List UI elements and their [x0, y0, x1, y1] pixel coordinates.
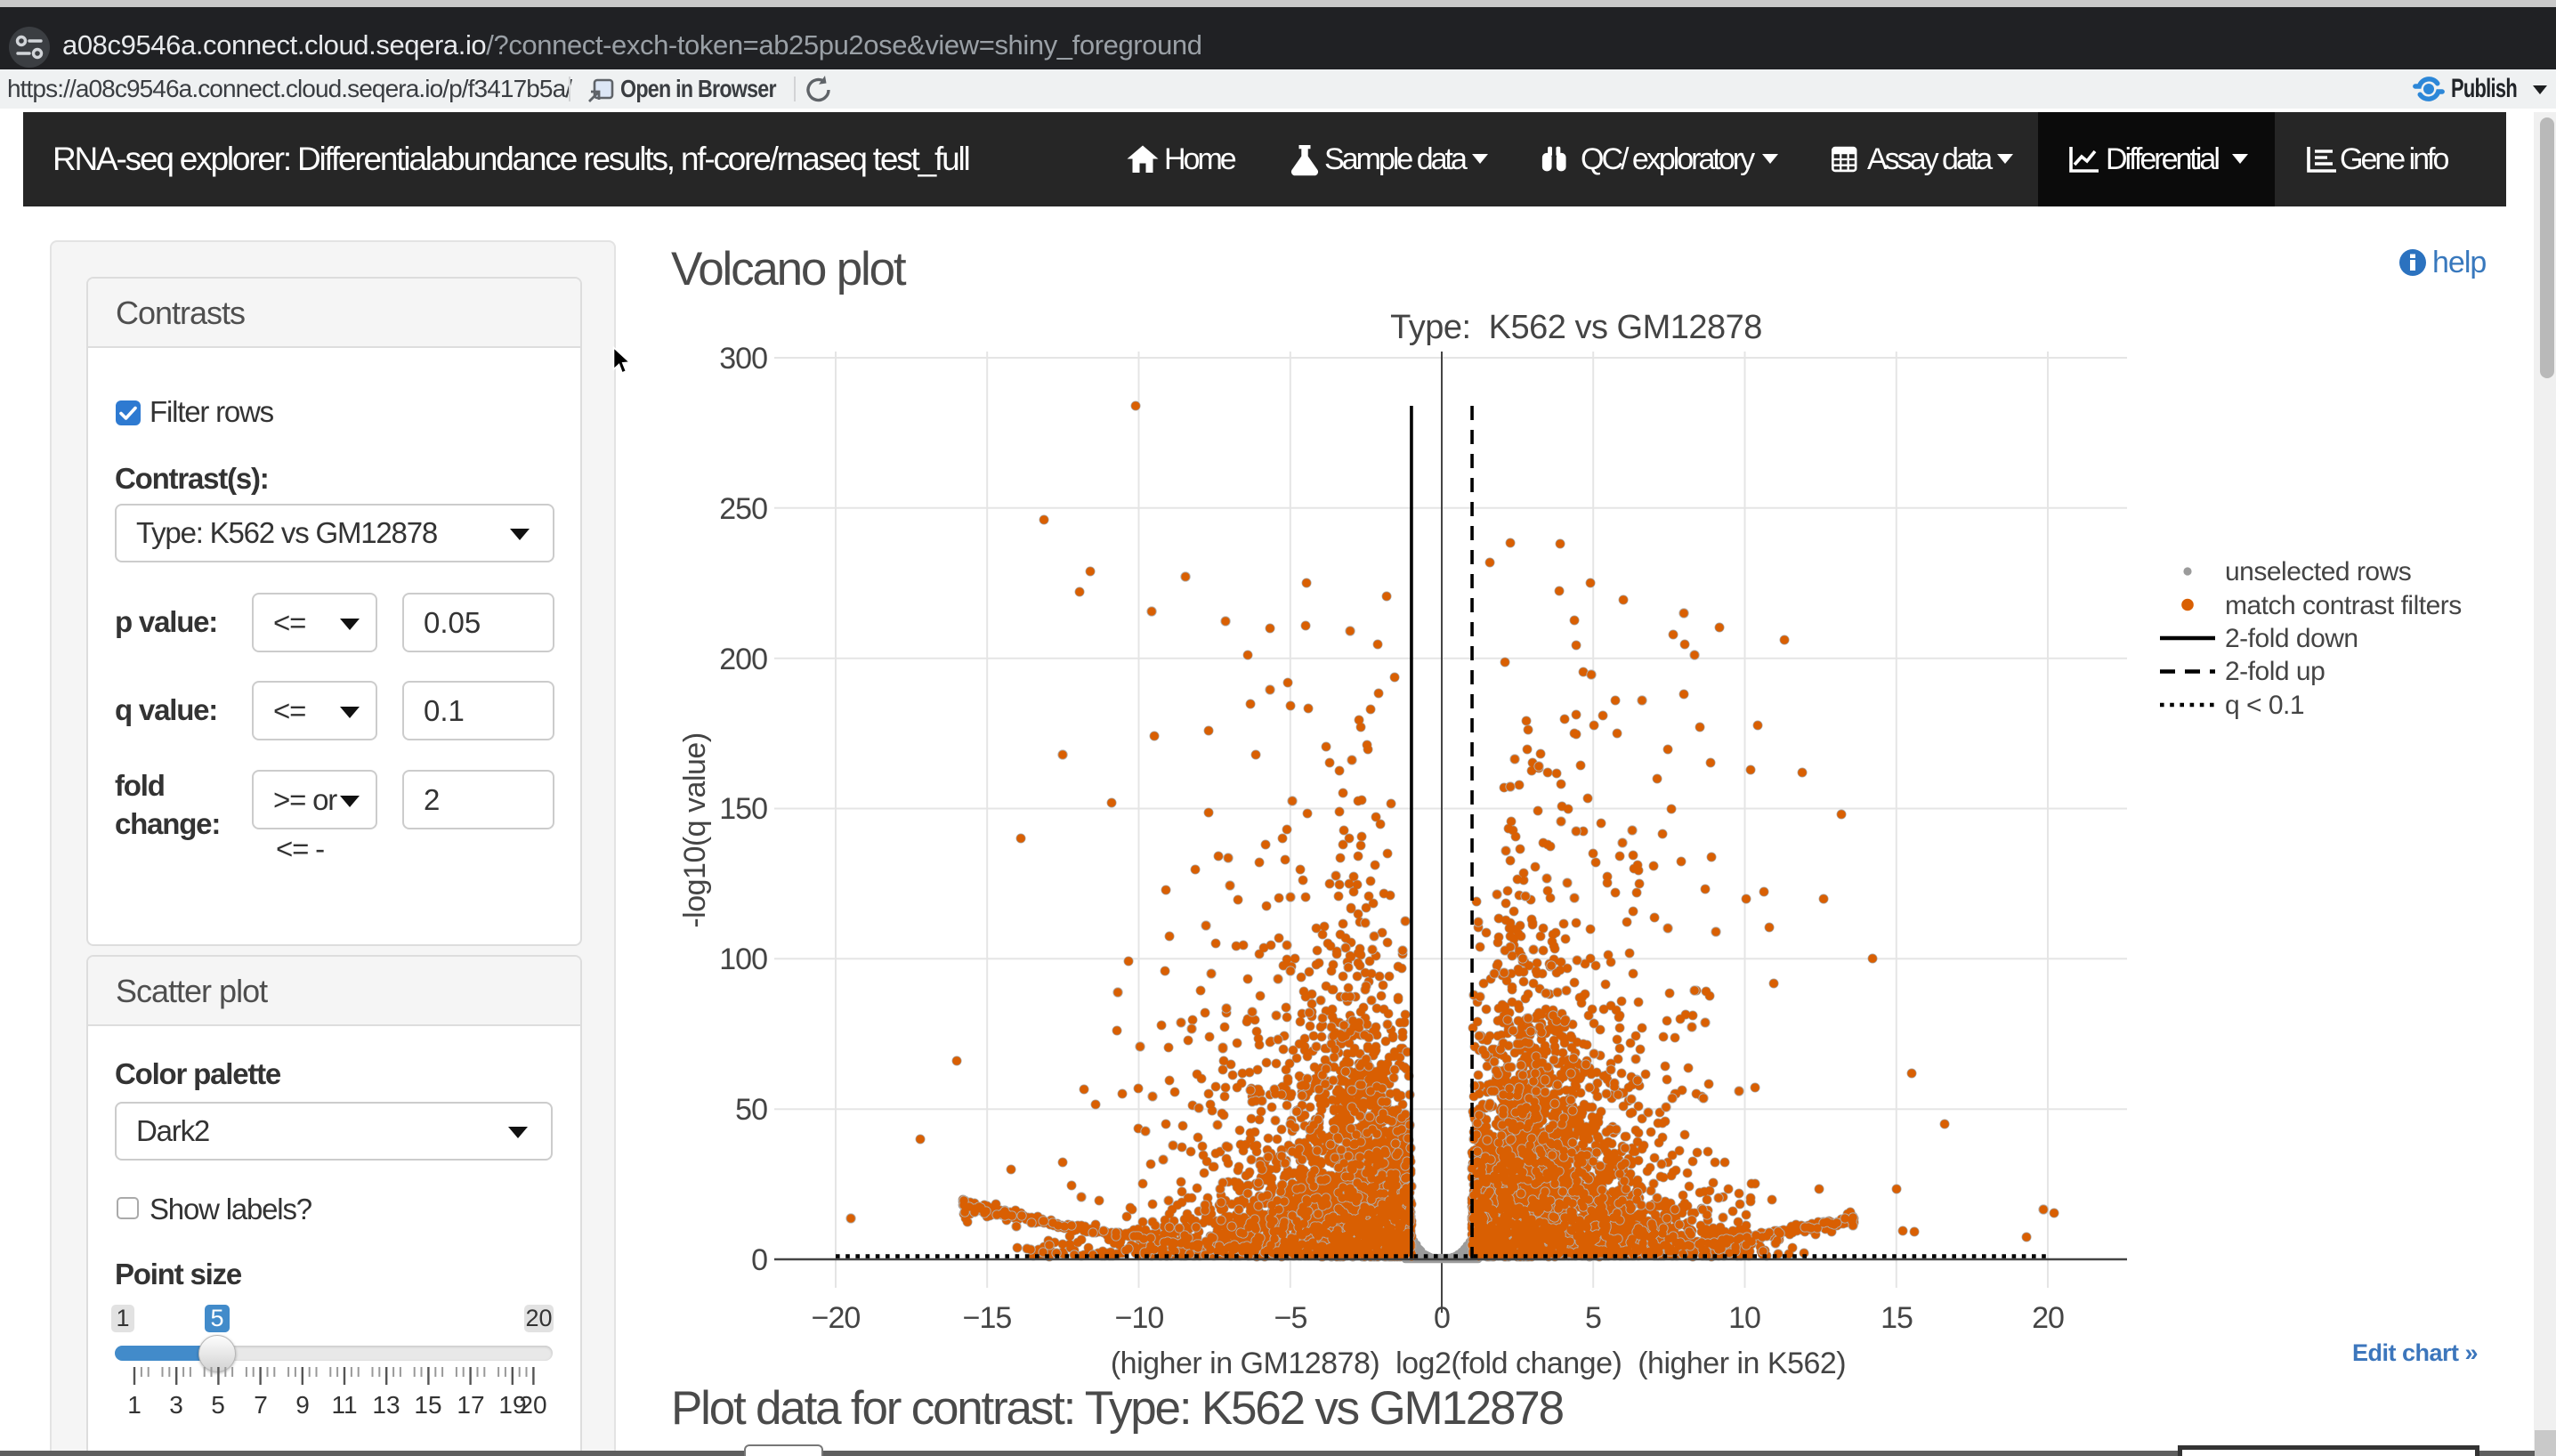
svg-text:q < 0.1: q < 0.1	[2225, 691, 2304, 720]
svg-text:200: 200	[719, 643, 767, 676]
svg-text:300: 300	[719, 342, 767, 376]
svg-text:13: 13	[372, 1391, 400, 1419]
svg-text:−20: −20	[812, 1301, 861, 1335]
svg-text:15: 15	[414, 1391, 441, 1419]
svg-text:−15: −15	[963, 1301, 1012, 1335]
svg-text:3: 3	[169, 1391, 183, 1419]
svg-text:(higher in GM12878) log2(fold: (higher in GM12878) log2(fold change) (h…	[1111, 1347, 1846, 1380]
svg-text:7: 7	[254, 1391, 268, 1419]
svg-text:11: 11	[331, 1391, 357, 1419]
svg-text:-log10(q value): -log10(q value)	[678, 732, 712, 927]
svg-text:−10: −10	[1115, 1301, 1164, 1335]
svg-text:Type: K562 vs GM12878: Type: K562 vs GM12878	[1390, 309, 1762, 346]
svg-text:5: 5	[211, 1391, 225, 1419]
svg-text:0: 0	[751, 1243, 767, 1277]
svg-text:9: 9	[295, 1391, 310, 1419]
svg-text:20: 20	[519, 1391, 546, 1419]
svg-text:0: 0	[1434, 1301, 1450, 1335]
svg-text:100: 100	[719, 942, 767, 976]
svg-text:250: 250	[719, 492, 767, 526]
svg-text:5: 5	[1585, 1301, 1601, 1335]
svg-text:1: 1	[127, 1391, 142, 1419]
svg-text:50: 50	[735, 1093, 767, 1127]
svg-text:−5: −5	[1274, 1301, 1307, 1335]
svg-text:2-fold down: 2-fold down	[2225, 624, 2358, 653]
svg-text:17: 17	[457, 1391, 484, 1419]
svg-text:10: 10	[1728, 1301, 1760, 1335]
svg-text:unselected rows: unselected rows	[2225, 557, 2411, 586]
svg-text:20: 20	[2032, 1301, 2064, 1335]
svg-text:15: 15	[1881, 1301, 1913, 1335]
svg-text:19: 19	[498, 1391, 526, 1419]
svg-text:2-fold up: 2-fold up	[2225, 657, 2325, 686]
svg-text:150: 150	[719, 792, 767, 826]
svg-text:match contrast filters: match contrast filters	[2225, 591, 2462, 620]
